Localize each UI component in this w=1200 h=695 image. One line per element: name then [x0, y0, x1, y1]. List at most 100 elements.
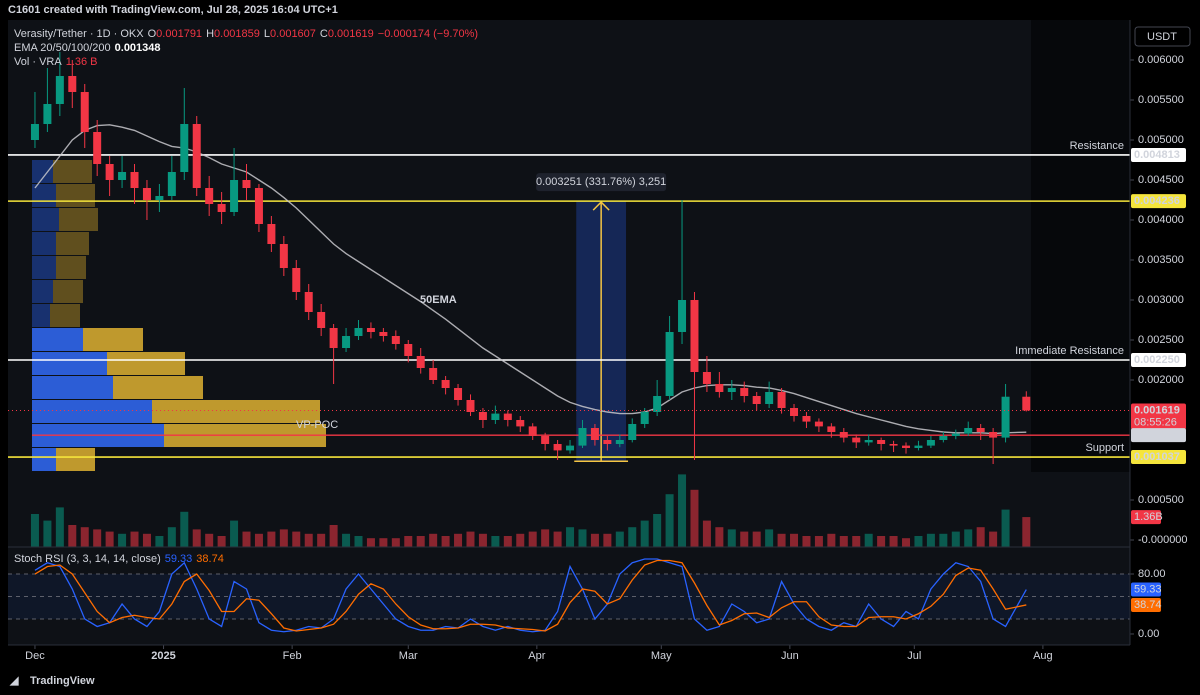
candle-body [678, 300, 687, 332]
candle-body [839, 432, 848, 438]
volume-bar [827, 533, 836, 547]
volume-bar [790, 533, 799, 547]
profile-up [32, 160, 53, 183]
volume-bar [379, 538, 388, 547]
ohlc-value: 0.001791 [156, 28, 202, 40]
volume-bar [702, 520, 711, 547]
candle-body [354, 328, 363, 336]
ohlc-prefix: O [148, 28, 157, 40]
candle-body [68, 76, 77, 92]
volume-bar [80, 527, 89, 547]
volume-bar [429, 533, 438, 547]
x-tick-label: Aug [1033, 650, 1053, 662]
volume-bar [454, 533, 463, 547]
candle-body [43, 104, 52, 124]
level-tag: 0.004813 [1134, 149, 1180, 161]
volume-bar [964, 529, 973, 547]
footer-bar [0, 668, 1200, 695]
y-tick-label: 0.005000 [1138, 134, 1184, 146]
candle-body [267, 224, 276, 244]
x-tick-label: 2025 [151, 650, 175, 662]
ema-tag-bg [1131, 428, 1186, 443]
volume-bar [653, 514, 662, 547]
volume-bar [914, 536, 923, 547]
candle-body [902, 445, 911, 448]
volume-bar [43, 520, 52, 547]
volume-bar [1001, 509, 1010, 547]
profile-down [50, 304, 80, 327]
ohlc-prefix: H [206, 28, 214, 40]
volume-bar [142, 533, 151, 547]
volume-bar [852, 536, 861, 547]
volume-bar [192, 529, 201, 547]
candle-body [852, 437, 861, 443]
volume-bar [989, 531, 998, 547]
volume-bar [217, 536, 226, 547]
volume-bar [528, 531, 537, 547]
volume-bar [180, 511, 189, 547]
stoch-name: Stoch RSI (3, 3, 14, 14, close) [14, 553, 161, 565]
volume-bar [926, 533, 935, 547]
volume-bar [640, 520, 649, 547]
currency-label[interactable]: USDT [1147, 31, 1177, 43]
volume-bar [317, 533, 326, 547]
volume-bar [329, 525, 338, 547]
ohlc-prefix: L [264, 28, 270, 40]
profile-down [113, 376, 203, 399]
measure-label-bg [536, 173, 667, 192]
volume-bar [578, 529, 587, 547]
candle-body [329, 328, 338, 348]
volume-bar [951, 531, 960, 547]
volume-tag: 1.36B [1134, 511, 1163, 523]
chart-area [8, 20, 1130, 645]
candle-body [976, 428, 985, 432]
x-tick-label: Mar [399, 650, 418, 662]
candle-body [230, 180, 239, 212]
volume-bar [304, 533, 313, 547]
volume-bar [93, 529, 102, 547]
volume-bar [267, 531, 276, 547]
profile-up [32, 352, 107, 375]
volume-bar [105, 531, 114, 547]
candle-body [342, 336, 351, 348]
candle-body [105, 164, 114, 180]
volume-bar [130, 531, 139, 547]
ohlc-value: 0.001607 [270, 28, 316, 40]
poc-label: VP-POC [296, 419, 338, 431]
candle-body [740, 388, 749, 396]
candle-body [155, 196, 164, 200]
stoch-tag: 59.33 [1134, 583, 1162, 595]
level-tag: 0.002250 [1134, 354, 1180, 366]
candle-body [541, 436, 550, 444]
candle-body [416, 356, 425, 368]
volume-bar [205, 533, 214, 547]
candle-body [180, 124, 189, 172]
price-tag-bg [1131, 403, 1186, 430]
currency-button[interactable] [1134, 26, 1191, 47]
volume-bar [715, 527, 724, 547]
stoch-line [34, 559, 1027, 632]
candle-body [951, 433, 960, 436]
stoch-tag-bg [1131, 597, 1161, 612]
header: C1601 created with TradingView.com, Jul … [8, 4, 338, 16]
x-tick-label: Jun [781, 650, 799, 662]
profile-down [56, 232, 89, 255]
volume-bar [615, 531, 624, 547]
candle-body [491, 413, 500, 420]
stoch-tag-bg [1131, 582, 1161, 597]
level-label: Resistance [1070, 140, 1124, 152]
candle-body [404, 344, 413, 356]
profile-down [53, 160, 92, 183]
y-tick-label: 0.004500 [1138, 174, 1184, 186]
level-tag: 0.001037 [1134, 451, 1180, 463]
volume-bar [802, 536, 811, 547]
candle-body [640, 412, 649, 424]
candle-body [217, 204, 226, 212]
volume-bar [665, 494, 674, 547]
legend-volume: Vol · VRA 1.36 B [14, 56, 98, 68]
candle-body [167, 172, 176, 196]
candle-body [279, 244, 288, 268]
y-tick-label: 0.002500 [1138, 334, 1184, 346]
volume-bar [416, 536, 425, 547]
volume-name: Vol · VRA [14, 56, 62, 68]
